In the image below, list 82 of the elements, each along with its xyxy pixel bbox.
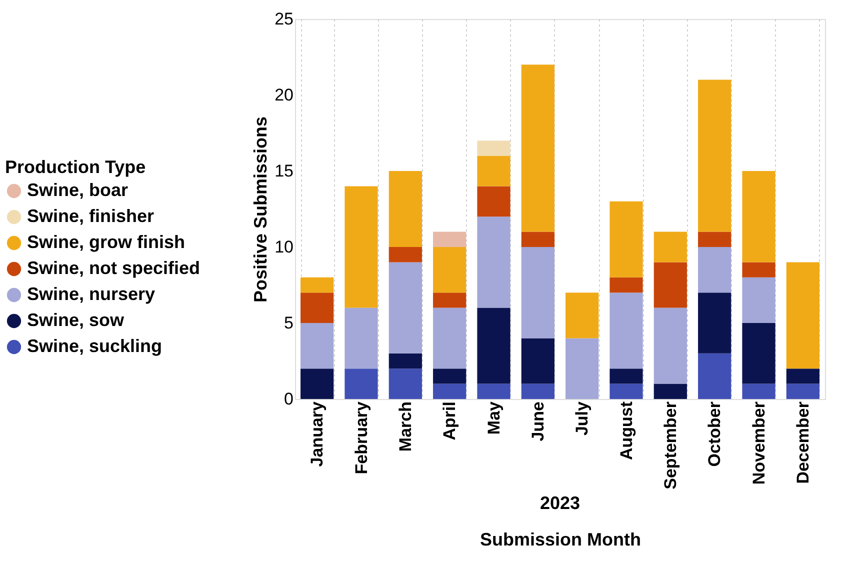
y-tick-label: 10 <box>274 238 294 256</box>
x-tick-label: July <box>572 400 592 436</box>
bar <box>521 338 554 384</box>
bar <box>300 368 334 399</box>
bar <box>521 232 554 247</box>
bar <box>433 368 466 384</box>
legend-label: Swine, suckling <box>27 336 162 356</box>
bar <box>698 292 732 354</box>
x-tick-label: August <box>616 401 636 460</box>
text: 2023 <box>540 493 580 513</box>
x-tick-label: September <box>660 401 680 490</box>
legend-label: Swine, grow finish <box>27 232 186 252</box>
bar <box>388 171 422 247</box>
bar <box>521 64 554 232</box>
y-tick-label: 20 <box>274 86 294 104</box>
bar <box>300 277 334 293</box>
bar <box>742 171 776 262</box>
x-axis-title: Submission Month <box>480 529 641 550</box>
bar <box>742 384 776 399</box>
x-tick-label: May <box>484 400 504 435</box>
y-tick-label: 0 <box>284 390 294 408</box>
bar <box>300 292 334 323</box>
legend-label: Swine, not specified <box>27 258 200 278</box>
bar <box>521 247 554 338</box>
bar <box>388 247 422 262</box>
bar <box>786 384 820 399</box>
bar <box>566 338 599 399</box>
bar <box>742 262 776 278</box>
legend-label: Swine, finisher <box>27 206 154 226</box>
bar <box>433 247 466 293</box>
bar <box>698 247 732 293</box>
bar <box>786 368 820 384</box>
bar <box>388 353 422 369</box>
bar <box>610 368 643 384</box>
bar <box>433 292 466 308</box>
x-tick-label: March <box>396 402 415 452</box>
bar <box>610 384 643 399</box>
bar <box>477 308 510 384</box>
bar <box>698 80 732 232</box>
legend-label: Swine, nursery <box>27 284 156 304</box>
y-tick-label: 5 <box>284 314 294 332</box>
bar <box>742 277 776 323</box>
bar <box>433 232 466 247</box>
bar <box>610 292 643 369</box>
y-tick-label: 25 <box>274 10 294 28</box>
bar <box>654 384 687 399</box>
x-tick-label: November <box>749 401 768 485</box>
bar <box>477 216 510 308</box>
x-tick-label: December <box>793 401 812 484</box>
bar <box>566 292 599 338</box>
bar <box>433 384 466 399</box>
legend-label: Swine, boar <box>27 180 128 200</box>
bar <box>344 308 378 369</box>
bar <box>344 186 378 308</box>
bar <box>477 156 510 186</box>
bar <box>698 232 732 247</box>
bar <box>300 323 334 369</box>
bar <box>654 308 687 384</box>
bar <box>786 262 820 369</box>
bar <box>388 262 422 354</box>
bar <box>477 186 510 217</box>
x-tick-label: June <box>528 402 548 442</box>
bar <box>477 140 510 156</box>
bar <box>698 353 732 399</box>
x-tick-label: January <box>308 400 327 467</box>
bar <box>610 201 643 278</box>
legend-title: Production Type <box>5 157 146 177</box>
bar <box>654 232 687 262</box>
bar <box>742 323 776 384</box>
bar <box>388 368 422 399</box>
bar <box>433 308 466 369</box>
bar <box>477 384 510 399</box>
bar <box>654 262 687 308</box>
x-tick-label: February <box>352 400 371 474</box>
x-tick-label: April <box>440 402 460 440</box>
y-tick-label: 15 <box>274 162 294 180</box>
legend-label: Swine, sow <box>27 310 126 330</box>
bar <box>521 384 554 399</box>
bar <box>610 277 643 293</box>
y-axis-title: Positive Submissions <box>250 116 271 303</box>
x-tick-label: October <box>705 401 724 467</box>
bar <box>344 368 378 399</box>
